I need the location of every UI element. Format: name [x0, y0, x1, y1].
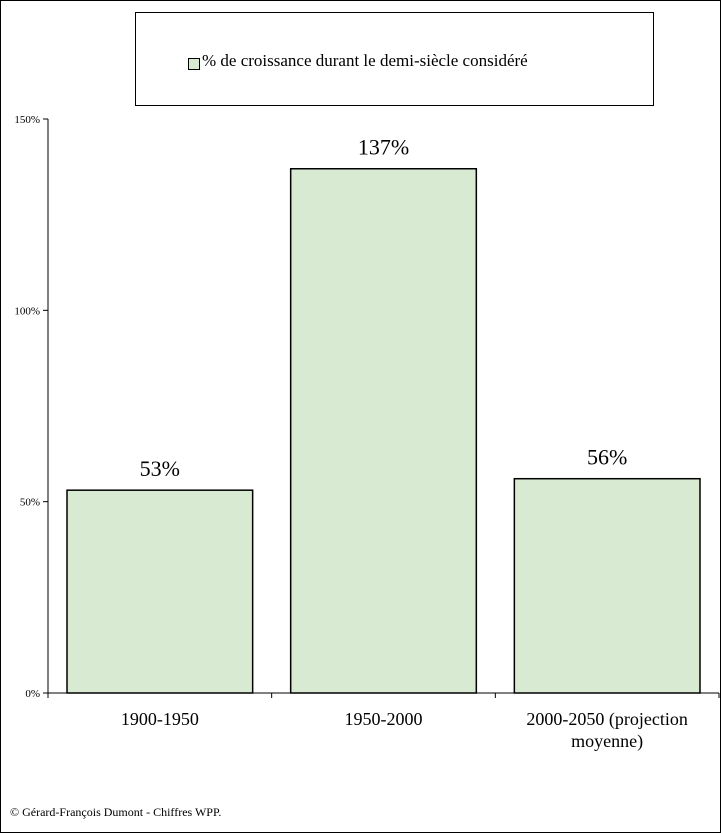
- x-category-label: 1900-1950: [121, 709, 199, 729]
- data-label: 56%: [587, 445, 627, 470]
- data-label: 53%: [140, 456, 180, 481]
- y-tick-label: 150%: [14, 114, 40, 126]
- source-note: © Gérard-François Dumont - Chiffres WPP.: [10, 805, 222, 819]
- x-category-label: moyenne): [571, 731, 643, 752]
- legend-label: % de croissance durant le demi-siècle co…: [202, 51, 528, 70]
- x-category-label: 1950-2000: [345, 709, 423, 729]
- bar: [289, 167, 478, 694]
- bar: [513, 477, 701, 694]
- bars: [66, 167, 701, 694]
- y-tick-label: 100%: [14, 305, 40, 317]
- y-tick-label: 50%: [20, 497, 40, 509]
- bar: [66, 489, 254, 694]
- legend-swatch: [188, 58, 200, 70]
- x-category-label: 2000-2050 (projection: [526, 709, 687, 730]
- legend: % de croissance durant le demi-siècle co…: [135, 12, 654, 106]
- data-label: 137%: [358, 135, 409, 160]
- labels: 53% 1900-1950 137% 1950-2000 56% 2000-2050 (p…: [121, 135, 688, 752]
- y-tick-label: 0%: [25, 688, 40, 700]
